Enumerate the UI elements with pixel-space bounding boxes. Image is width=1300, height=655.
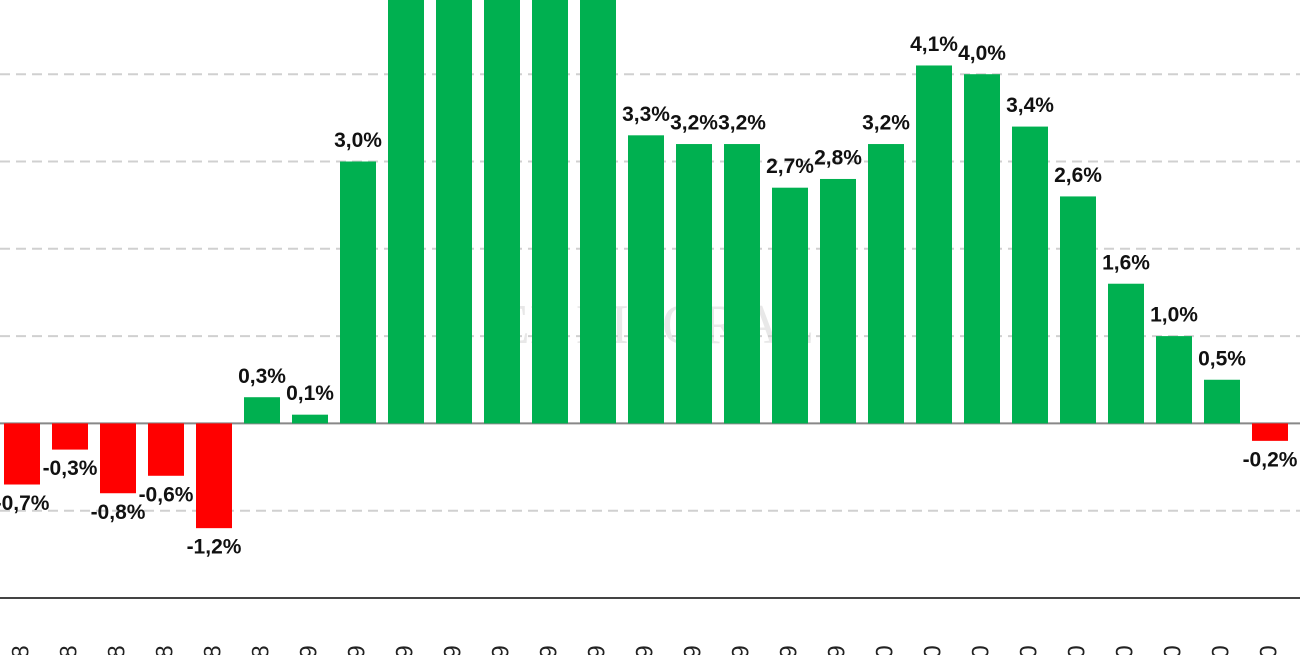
bar <box>772 187 808 424</box>
x-tick-label: 19 <box>439 645 466 655</box>
bar <box>196 423 232 529</box>
value-label: 4,1% <box>910 33 958 56</box>
bar <box>628 135 664 424</box>
value-label: -0,6% <box>139 483 194 506</box>
value-label: 3,2% <box>670 112 718 135</box>
bar <box>1060 196 1096 424</box>
x-tick-label: 20 <box>919 645 946 655</box>
x-tick-label: 19 <box>391 645 418 655</box>
bar <box>1156 336 1192 424</box>
bar <box>1012 126 1048 424</box>
bar <box>4 423 40 485</box>
x-tick-label: 19 <box>295 645 322 655</box>
bar <box>868 144 904 424</box>
value-label: 3,2% <box>718 112 766 135</box>
x-tick-label: 19 <box>631 645 658 655</box>
value-label: -0,2% <box>1243 448 1298 471</box>
value-label: 0,1% <box>286 382 334 405</box>
value-label: -0,3% <box>43 457 98 480</box>
value-label: -1,2% <box>187 536 242 559</box>
x-tick-label: 18 <box>103 645 130 655</box>
bar <box>916 65 952 424</box>
bar <box>1108 283 1144 424</box>
x-tick-label: 19 <box>535 645 562 655</box>
bar <box>484 0 520 424</box>
value-label: 2,6% <box>1054 164 1102 187</box>
value-label: 2,7% <box>766 155 814 178</box>
x-tick-label: 20 <box>1015 645 1042 655</box>
x-tick-label: 19 <box>727 645 754 655</box>
x-tick-label: 20 <box>1159 645 1186 655</box>
x-tick-label: 20 <box>1063 645 1090 655</box>
bar <box>724 144 760 424</box>
bar <box>964 74 1000 424</box>
bar <box>676 144 712 424</box>
bar <box>52 423 88 450</box>
bar <box>148 423 184 476</box>
value-label: 3,0% <box>334 129 382 152</box>
bar <box>820 178 856 424</box>
bar <box>244 397 280 424</box>
bar <box>532 0 568 424</box>
x-tick-label: 18 <box>199 645 226 655</box>
value-label: 0,5% <box>1198 347 1246 370</box>
bar <box>1252 423 1288 441</box>
x-tick-label: 18 <box>151 645 178 655</box>
bar <box>340 161 376 424</box>
x-tick-label: 19 <box>343 645 370 655</box>
bar <box>1204 379 1240 424</box>
bar <box>100 423 136 494</box>
bar <box>436 0 472 424</box>
x-tick-label: 19 <box>487 645 514 655</box>
bar <box>292 414 328 424</box>
value-label: 3,4% <box>1006 94 1054 117</box>
x-tick-label: 20 <box>1111 645 1138 655</box>
value-label: 0,3% <box>238 365 286 388</box>
value-label: -0,8% <box>91 501 146 524</box>
x-tick-label: 18 <box>7 645 34 655</box>
x-tick-label: 19 <box>775 645 802 655</box>
bar <box>388 0 424 424</box>
x-tick-label: 19 <box>823 645 850 655</box>
value-label: 3,2% <box>862 112 910 135</box>
x-tick-label: 20 <box>967 645 994 655</box>
x-tick-label: 20 <box>1207 645 1234 655</box>
value-label: 4,0% <box>958 42 1006 65</box>
value-label: 3,3% <box>622 103 670 126</box>
value-label: 1,6% <box>1102 251 1150 274</box>
value-label: -0,7% <box>0 492 50 515</box>
x-tick-label: 18 <box>55 645 82 655</box>
x-tick-label: 19 <box>583 645 610 655</box>
x-tick-label: 20 <box>1255 645 1282 655</box>
x-tick-label: 19 <box>679 645 706 655</box>
value-label: 1,0% <box>1150 304 1198 327</box>
value-label: 2,8% <box>814 147 862 170</box>
x-tick-label: 18 <box>247 645 274 655</box>
x-tick-label: 20 <box>871 645 898 655</box>
bar <box>580 0 616 424</box>
